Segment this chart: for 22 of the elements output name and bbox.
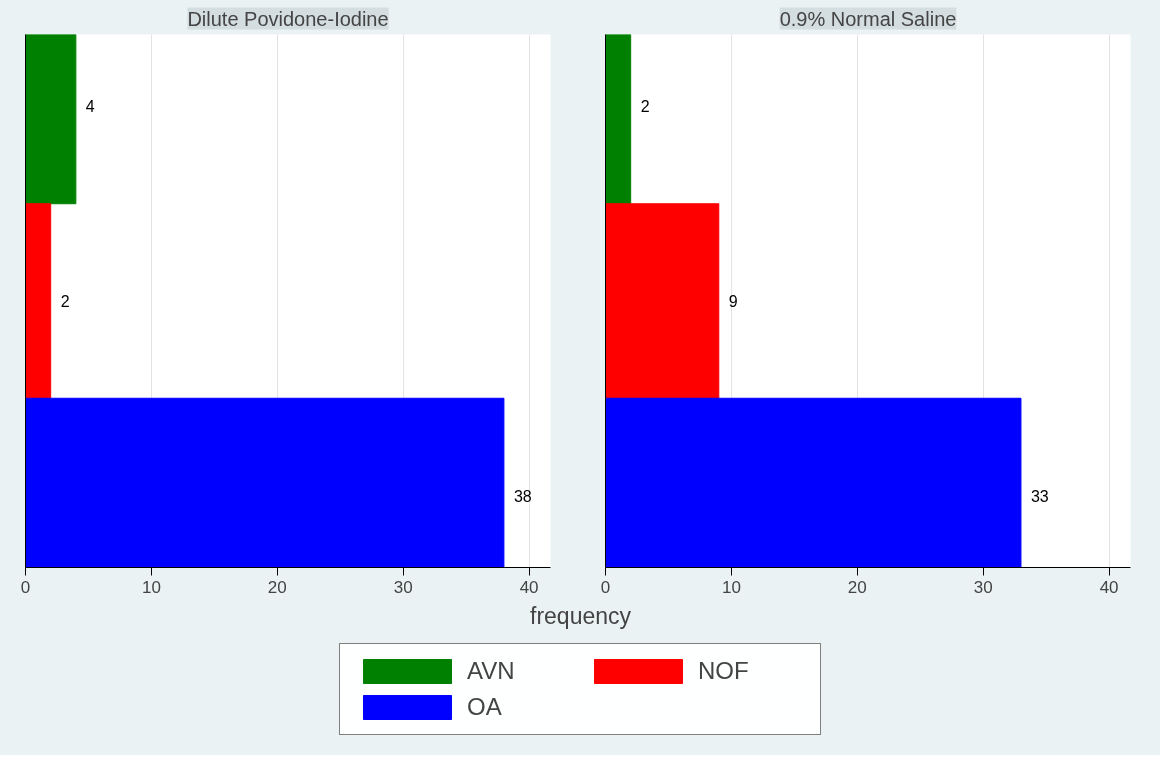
data-label: 2 [60, 293, 70, 310]
x-tick-label: 40 [519, 577, 539, 597]
x-tick-label: 30 [973, 577, 993, 597]
x-tick-label: 30 [393, 577, 413, 597]
legend-label: NOF [698, 657, 750, 685]
data-label: 9 [728, 293, 738, 310]
x-tick-label: 20 [267, 577, 287, 597]
chart-title: 0.9% Normal Saline [779, 7, 957, 30]
data-label: 33 [1030, 487, 1049, 505]
x-tick-label: 0 [600, 577, 611, 597]
legend-label: AVN [467, 657, 516, 685]
data-label: 38 [513, 487, 532, 505]
chart-title: Dilute Povidone-Iodine [187, 7, 389, 30]
x-tick-label: 10 [721, 577, 741, 597]
data-label: 4 [85, 98, 95, 116]
x-tick-label: 0 [20, 577, 31, 597]
x-tick-label: 20 [847, 577, 867, 597]
x-tick-label: 40 [1099, 577, 1119, 597]
x-tick-label: 10 [141, 577, 161, 597]
legend-label: OA [467, 693, 503, 721]
data-label: 2 [640, 98, 650, 116]
x-axis-title: frequency [530, 602, 632, 629]
